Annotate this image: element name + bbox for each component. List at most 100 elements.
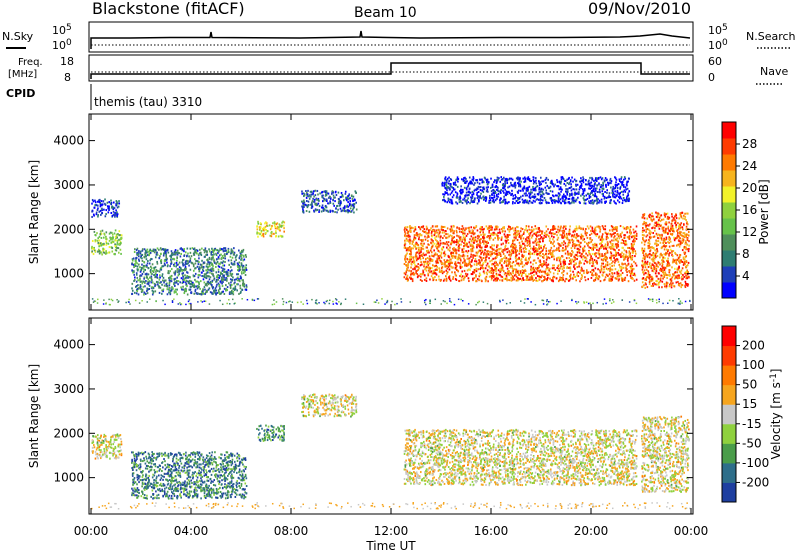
data-cell (529, 240, 531, 242)
data-cell (508, 274, 510, 276)
data-cell (169, 255, 171, 257)
data-cell (546, 250, 548, 252)
data-cell (530, 247, 532, 249)
data-cell (187, 248, 189, 250)
data-cell (632, 278, 634, 280)
data-cell (510, 256, 512, 258)
data-cell (346, 206, 348, 208)
data-cell (167, 286, 169, 288)
data-cell (322, 204, 324, 206)
data-cell (488, 265, 490, 267)
data-cell (594, 280, 596, 282)
data-cell (539, 245, 541, 247)
data-cell (486, 225, 488, 227)
data-cell (474, 260, 476, 262)
data-cell (404, 247, 406, 249)
data-cell (203, 292, 205, 294)
data-cell (442, 185, 444, 187)
data-cell (537, 280, 539, 282)
data-cell (147, 267, 149, 269)
data-cell (495, 280, 497, 282)
data-cell (481, 247, 483, 249)
data-cell (612, 230, 614, 232)
data-cell (533, 200, 535, 202)
data-cell (406, 249, 408, 251)
data-cell (407, 262, 409, 264)
data-cell (527, 279, 529, 281)
data-cell (314, 201, 316, 203)
data-cell (573, 274, 575, 276)
data-cell (327, 202, 329, 204)
data-cell (532, 280, 534, 282)
data-cell (220, 272, 222, 274)
data-cell (453, 241, 455, 243)
data-cell (577, 244, 579, 246)
data-cell (609, 179, 611, 181)
data-cell (410, 257, 412, 259)
data-cell (560, 202, 562, 204)
data-cell (548, 253, 550, 255)
data-cell (545, 236, 547, 238)
data-cell (115, 229, 117, 231)
data-cell (329, 200, 331, 202)
data-cell (118, 252, 120, 254)
data-cell (355, 202, 357, 204)
data-cell (278, 235, 280, 237)
data-cell (100, 251, 102, 253)
data-cell (532, 234, 534, 236)
freq-right-tick-top: 60 (708, 55, 722, 68)
data-cell (183, 250, 185, 252)
data-cell (620, 233, 622, 235)
data-cell (159, 277, 161, 279)
data-cell (420, 261, 422, 263)
data-cell (562, 247, 564, 249)
data-cell (183, 269, 185, 271)
data-cell (189, 276, 191, 278)
data-cell (419, 233, 421, 235)
data-cell (305, 204, 307, 206)
data-cell (610, 275, 612, 277)
data-cell (162, 248, 164, 250)
data-cell (177, 252, 179, 254)
data-cell (461, 270, 463, 272)
data-cell (236, 283, 238, 285)
data-cell (573, 243, 575, 245)
data-cell (552, 191, 554, 193)
data-cell (486, 236, 488, 238)
data-cell (219, 248, 221, 250)
data-cell (337, 209, 339, 211)
data-cell (467, 246, 469, 248)
data-cell (598, 237, 600, 239)
data-cell (334, 211, 336, 213)
data-cell (623, 242, 625, 244)
data-cell (523, 279, 525, 281)
data-cell (510, 228, 512, 230)
data-cell (256, 226, 258, 228)
data-cell (433, 249, 435, 251)
data-cell (596, 274, 598, 276)
data-cell (422, 230, 424, 232)
data-cell (564, 234, 566, 236)
data-cell (472, 238, 474, 240)
data-cell (212, 280, 214, 282)
data-cell (600, 271, 602, 273)
data-cell (563, 274, 565, 276)
data-cell (160, 259, 162, 261)
data-cell (463, 251, 465, 253)
data-cell (169, 284, 171, 286)
data-cell (617, 252, 619, 254)
data-cell (601, 266, 603, 268)
data-cell (183, 281, 185, 283)
data-cell (579, 244, 581, 246)
data-cell (576, 274, 578, 276)
data-cell (420, 276, 422, 278)
data-cell (520, 237, 522, 239)
data-cell (312, 198, 314, 200)
data-cell (433, 270, 435, 272)
data-cell (552, 233, 554, 235)
data-cell (153, 291, 155, 293)
data-cell (529, 245, 531, 247)
data-cell (549, 232, 551, 234)
data-cell (234, 279, 236, 281)
data-cell (100, 244, 102, 246)
